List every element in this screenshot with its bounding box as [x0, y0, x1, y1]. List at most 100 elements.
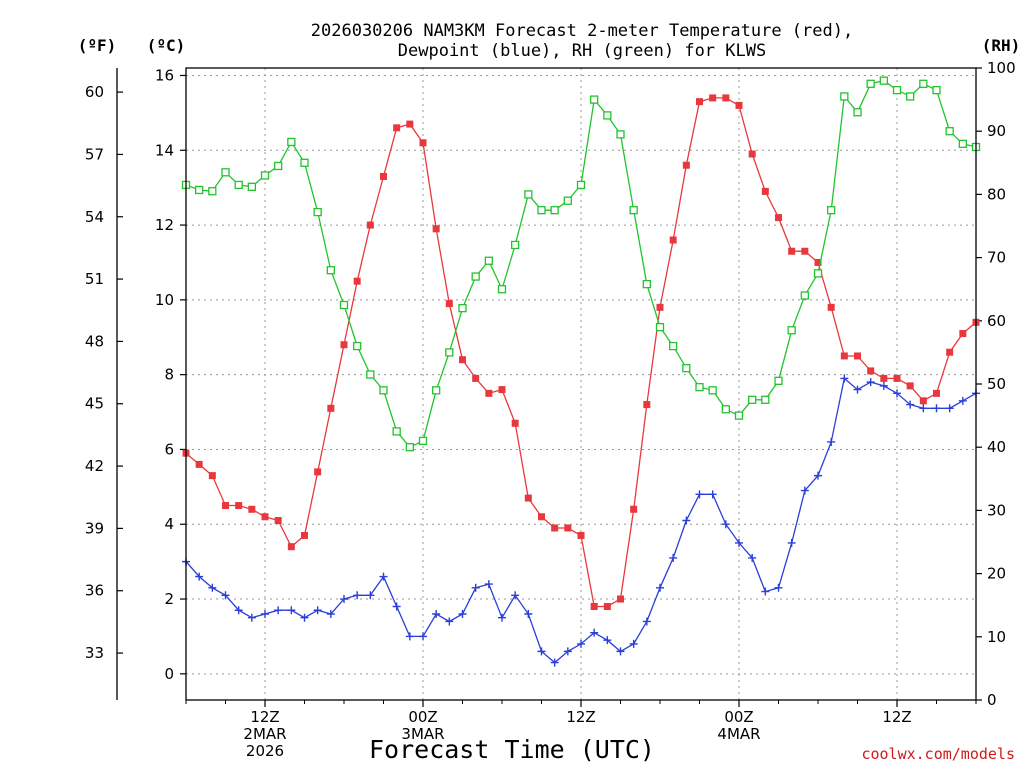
rh-point	[682, 364, 691, 373]
celsius-tick-label: 4	[164, 515, 174, 533]
rh-point	[603, 111, 612, 120]
rh-tick-label: 40	[987, 438, 1006, 456]
temperature-point	[235, 502, 243, 510]
dewpoint-point	[563, 647, 572, 656]
dewpoint-point	[616, 647, 625, 656]
rh-point	[405, 443, 414, 452]
rh-point	[919, 79, 928, 88]
temperature-point	[472, 374, 480, 382]
temperature-series	[182, 94, 980, 611]
fahrenheit-tick-label: 51	[85, 270, 104, 288]
temperature-point	[538, 513, 545, 521]
rh-point	[458, 304, 467, 313]
fahrenheit-axis-label: (ºF)	[78, 36, 117, 55]
rh-point	[813, 269, 823, 278]
rh-point	[484, 256, 493, 265]
dewpoint-point	[195, 572, 204, 581]
rh-point	[721, 405, 730, 414]
rh-point	[221, 168, 230, 177]
fahrenheit-ticks: 33 36 39 42 45 48 51 54 57 60	[85, 83, 123, 662]
rh-point	[287, 137, 296, 147]
celsius-tick-label: 14	[155, 141, 174, 159]
rh-point	[432, 386, 441, 395]
temperature-point	[643, 401, 651, 409]
rh-point	[524, 190, 533, 199]
temperature-point	[709, 94, 717, 102]
rh-point	[840, 92, 849, 101]
temperature-point	[248, 505, 256, 513]
fahrenheit-tick-label: 60	[85, 83, 104, 101]
celsius-tick-label: 0	[164, 665, 174, 683]
temperature-point	[735, 101, 743, 109]
rh-tick-label: 20	[987, 565, 1006, 583]
rh-point	[616, 130, 625, 139]
dewpoint-point	[419, 632, 427, 641]
temperature-point	[564, 524, 572, 532]
x-tick-label: 4MAR	[717, 725, 760, 743]
dewpoint-point	[261, 609, 269, 618]
dewpoint-series	[182, 374, 980, 667]
temperature-point	[327, 404, 335, 412]
temperature-point	[603, 603, 611, 611]
dewpoint-point	[208, 583, 217, 592]
dewpoint-point	[234, 606, 243, 615]
dewpoint-point	[498, 613, 506, 622]
temperature-point	[274, 516, 282, 524]
dewpoint-point	[221, 591, 230, 600]
temperature-point	[380, 172, 387, 180]
rh-point	[774, 376, 783, 385]
rh-point	[418, 436, 428, 446]
dewpoint-point	[919, 404, 928, 413]
dewpoint-point	[458, 609, 467, 618]
temperature-point	[511, 419, 519, 427]
dewpoint-point	[932, 404, 941, 413]
dewpoint-point	[735, 538, 743, 547]
x-tick-label: 2026	[246, 742, 284, 760]
dewpoint-point	[708, 490, 717, 499]
celsius-tick-label: 8	[164, 366, 174, 384]
rh-point	[655, 322, 665, 332]
fahrenheit-tick-label: 36	[85, 582, 104, 600]
chart-title-line1: 2026030206 NAM3KM Forecast 2-meter Tempe…	[311, 21, 853, 41]
dewpoint-point	[656, 583, 664, 592]
dewpoint-point	[945, 404, 954, 413]
rh-point	[300, 158, 309, 167]
rh-point	[260, 171, 270, 180]
rh-point	[497, 285, 507, 294]
dewpoint-point	[590, 628, 599, 637]
dewpoint-point	[340, 595, 348, 604]
celsius-tick-label: 12	[155, 216, 174, 234]
x-tick-label: 12Z	[566, 708, 595, 726]
temperature-point	[801, 247, 809, 255]
rh-point	[208, 187, 217, 196]
rh-point	[932, 85, 941, 95]
temperature-point	[498, 386, 506, 394]
plot-frame	[185, 67, 977, 701]
dewpoint-point	[721, 520, 730, 529]
temperature-point	[827, 303, 835, 311]
fahrenheit-tick-label: 48	[85, 332, 104, 350]
chart-title-line2: Dewpoint (blue), RH (green) for KLWS	[398, 41, 766, 61]
rh-point	[642, 279, 651, 289]
dewpoint-point	[366, 591, 375, 600]
rh-tick-label: 60	[987, 312, 1006, 330]
temperature-point	[748, 150, 756, 158]
series-layer	[181, 76, 981, 667]
dewpoint-point	[247, 613, 256, 622]
rh-point	[550, 206, 559, 215]
temperature-point	[761, 187, 769, 195]
rh-point	[274, 161, 283, 171]
temperature-point	[208, 472, 216, 480]
fahrenheit-tick-label: 57	[85, 145, 104, 163]
temperature-point	[656, 303, 664, 311]
temperature-point	[222, 502, 229, 510]
dewpoint-point	[774, 583, 783, 592]
dewpoint-point	[550, 658, 559, 667]
rh-point	[708, 386, 717, 395]
dewpoint-point	[405, 632, 414, 641]
celsius-tick-label: 6	[164, 440, 174, 458]
temperature-point	[590, 603, 598, 611]
rh-point	[511, 240, 520, 250]
